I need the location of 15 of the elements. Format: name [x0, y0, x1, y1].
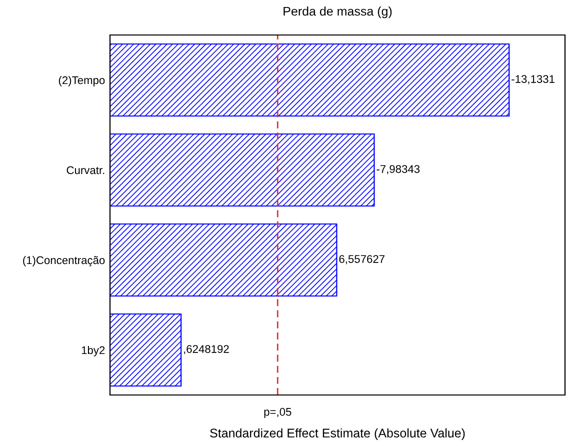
- bar: [110, 133, 375, 207]
- annotation: 6,557627: [339, 255, 384, 264]
- y-tick-label: (1)Concentração: [23, 256, 105, 266]
- ref-line-label: p=,05: [264, 408, 292, 418]
- bar: [110, 313, 182, 387]
- y-tick-label: Curvatr.: [66, 166, 104, 174]
- annotation: -13,1331: [512, 75, 554, 84]
- x-axis-title: Standardized Effect Estimate (Absolute Value): [210, 428, 465, 440]
- annotation: -7,98343: [376, 165, 420, 174]
- y-tick-label: 1by2: [82, 346, 105, 356]
- chart-title: Perda de massa (g): [284, 6, 392, 18]
- y-tick-label: (2)Tempo: [58, 76, 105, 86]
- annotation: ,6248192: [184, 345, 229, 354]
- bar: [110, 43, 510, 117]
- bar: [110, 223, 338, 297]
